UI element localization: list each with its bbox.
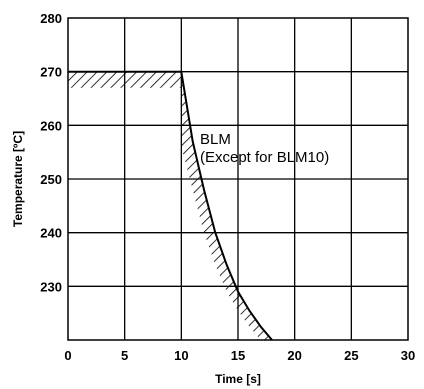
annotation-line-2: (Except for BLM10) [200,149,329,166]
annotation-line-1: BLM [200,131,231,148]
x-tick-label: 30 [401,348,415,363]
y-tick-label: 270 [40,65,62,80]
y-tick-label: 230 [40,279,62,294]
tolerance-band [68,71,272,340]
x-tick-label: 5 [121,348,128,363]
x-tick-label: 25 [344,348,358,363]
y-tick-label: 260 [40,118,62,133]
x-tick-label: 0 [64,348,71,363]
y-axis-title: Temperature [ºC] [11,131,25,227]
x-tick-label: 10 [174,348,188,363]
y-tick-labels: 230 240 250 260 270 280 [40,11,62,294]
x-axis-title: Time [s] [215,372,261,386]
x-tick-labels: 0 5 10 15 20 25 30 [64,348,415,363]
x-tick-label: 15 [231,348,245,363]
y-tick-label: 280 [40,11,62,26]
x-tick-label: 20 [287,348,301,363]
plot-frame [67,17,409,341]
upper-boundary-line [68,70,273,340]
y-tick-label: 250 [40,172,62,187]
y-tick-label: 240 [40,226,62,241]
